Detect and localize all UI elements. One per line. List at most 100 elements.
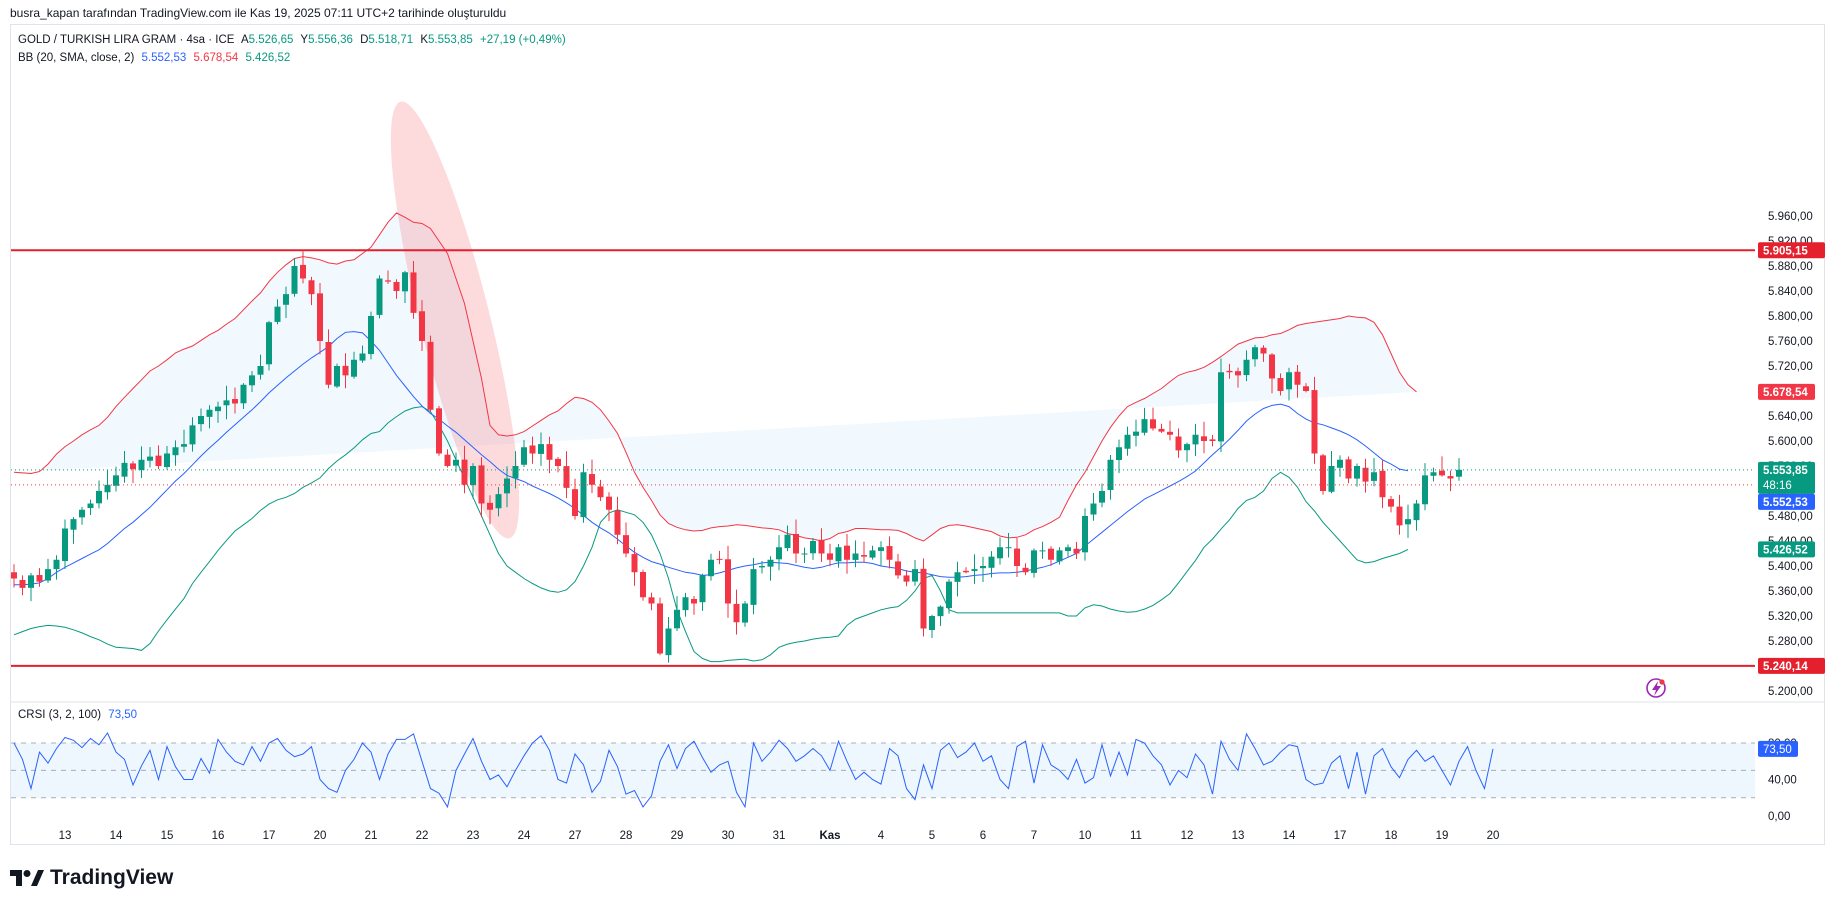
candle-body [1379,470,1386,498]
candle-body [716,558,723,560]
chart-frame[interactable] [10,24,1825,845]
candle-body [240,384,247,404]
crsi-tick-label: 40,00 [1768,775,1797,787]
candle-body [997,547,1003,559]
time-tick-label: 22 [416,830,429,842]
time-tick-label: 17 [263,830,276,842]
candle-body [1311,390,1318,454]
candle-body [1107,459,1114,490]
candle-body [308,280,315,295]
candle-body [589,474,595,485]
countdown-label: 48:16 [1763,480,1792,492]
time-tick-label: 14 [110,830,123,842]
hline-tag-label-1: 5.905,15 [1763,245,1808,257]
candle-body [784,534,791,549]
candle-body [810,541,816,554]
time-tick-label: 6 [980,830,986,842]
bb-fill-area [14,212,1417,541]
price-tick-label: 5.600,00 [1768,436,1813,448]
candle-body [232,399,238,404]
price-tag-label-upper: 5.678,54 [1763,387,1808,399]
candle-body [1005,547,1012,549]
price-tick-label: 5.480,00 [1768,511,1813,523]
candle-body [70,519,77,530]
crsi-tick-label: 0,00 [1768,811,1790,823]
candle-body [1286,372,1292,390]
candle-body [1235,371,1241,376]
candle-body [1371,472,1377,481]
candle-body [36,575,43,582]
candle-body [444,454,451,466]
candle-body [1430,472,1437,476]
candle-body [1124,434,1131,449]
candle-body [351,359,357,377]
candle-body [1150,419,1156,429]
candle-body [266,322,272,365]
candle-body [1141,419,1148,433]
candle-body [580,472,587,518]
candle-body [470,466,476,486]
time-tick-label: 7 [1031,830,1037,842]
last-price-tag [1758,461,1815,494]
candle-body [478,465,485,504]
crsi-line [13,732,1494,809]
crsi-label[interactable]: CRSI (3, 2, 100) [18,709,102,721]
candle-body [1456,469,1462,477]
candle-body [487,502,493,510]
time-tick-label: 20 [1487,830,1500,842]
candle-body [733,603,740,623]
candle-body [104,484,111,493]
candle-body [1039,550,1046,552]
price-tag-upper [1758,383,1815,400]
time-tick-label: 13 [59,830,72,842]
candle-body [623,535,629,554]
candle-body [96,491,102,504]
candle-body [801,553,808,555]
candle-body [1065,547,1071,552]
candle-body [181,444,187,447]
candle-body [767,559,774,567]
symbol-name[interactable]: GOLD / TURKISH LIRA GRAM · 4sa · ICE [18,34,235,46]
candle-body [937,606,944,617]
close-value: K5.553,85 [420,34,473,46]
candle-body [249,375,255,386]
candle-body [87,503,94,509]
candle-body [1303,386,1309,391]
candle-body [1090,503,1097,515]
bb-label[interactable]: BB (20, SMA, close, 2) [18,52,135,64]
high-value: Y5.556,36 [300,34,353,46]
candle-body [971,569,978,571]
candle-body [674,609,680,629]
candle-body [1158,428,1165,432]
price-axis: 5.200,005.240,005.280,005.320,005.360,00… [1768,211,1813,698]
time-tick-label: 21 [365,830,378,842]
price-tags: 5.905,15 5.240,14 5.553,85 48:16 5.552,53 5.6… [1758,242,1825,674]
candle-body [206,409,213,417]
price-tick-label: 5.280,00 [1768,636,1813,648]
horizontal-lines [11,249,1755,667]
tradingview-logo[interactable]: TradingView [10,866,173,890]
bb-lower-value: 5.426,52 [245,52,291,64]
candle-body [376,278,383,315]
bb-lower-line [13,406,1409,663]
candle-body [130,463,136,470]
candle-body [1099,491,1105,503]
candle-body [1116,447,1122,461]
candle-body [1184,444,1190,451]
time-tick-label: 24 [518,830,531,842]
candle-body [342,365,349,376]
candle-body [1337,459,1343,468]
candle-body [869,550,876,558]
candle-body [359,353,366,361]
time-tick-label: 31 [773,830,786,842]
candle-body [1192,434,1199,445]
flash-icon[interactable] [1646,678,1666,698]
candle-body [1201,436,1207,441]
candle-body [1362,467,1369,482]
time-tick-label: 10 [1079,830,1092,842]
candle-body [1439,470,1445,476]
candle-body [113,475,119,486]
candle-body [1345,459,1352,479]
